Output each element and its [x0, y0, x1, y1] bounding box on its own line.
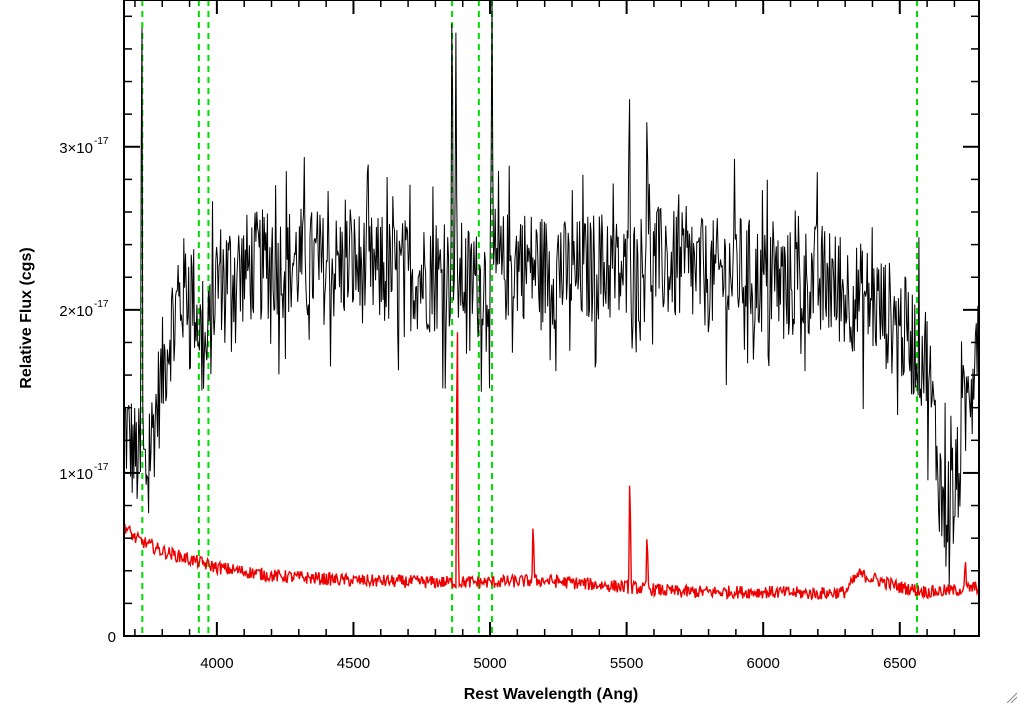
resize-grip-icon[interactable]: [1005, 691, 1017, 703]
x-axis-title: Rest Wavelength (Ang): [464, 686, 639, 703]
y-tick-exponent-2: -17: [94, 299, 109, 310]
series-layer: [123, 0, 980, 601]
y-tick-label-2: 2×10: [59, 303, 93, 320]
x-tick-label-5: 6500: [883, 655, 916, 672]
y-axis: 01×10 -172×10 -173×10 -17: [59, 15, 979, 646]
y-tick-label-0: 0: [108, 629, 116, 646]
series-line-1: [123, 332, 980, 601]
y-tick-label-3: 3×10: [59, 140, 93, 157]
y-tick-label-1: 1×10: [59, 466, 93, 483]
x-tick-label-1: 4500: [337, 655, 370, 672]
x-tick-label-3: 5500: [610, 655, 643, 672]
series-line-0: [123, 0, 980, 589]
y-tick-exponent-1: -17: [94, 462, 109, 473]
plot-frame: [123, 0, 980, 637]
y-axis-title: Relative Flux (cgs): [18, 247, 35, 388]
reference-lines: [141, 0, 918, 636]
x-tick-label-2: 5000: [473, 655, 506, 672]
y-tick-exponent-3: -17: [94, 136, 109, 147]
x-axis: 4000 4500 5000 5500 6000 6500: [134, 0, 956, 672]
x-tick-label-0: 4000: [200, 655, 233, 672]
x-tick-label-4: 6000: [747, 655, 780, 672]
